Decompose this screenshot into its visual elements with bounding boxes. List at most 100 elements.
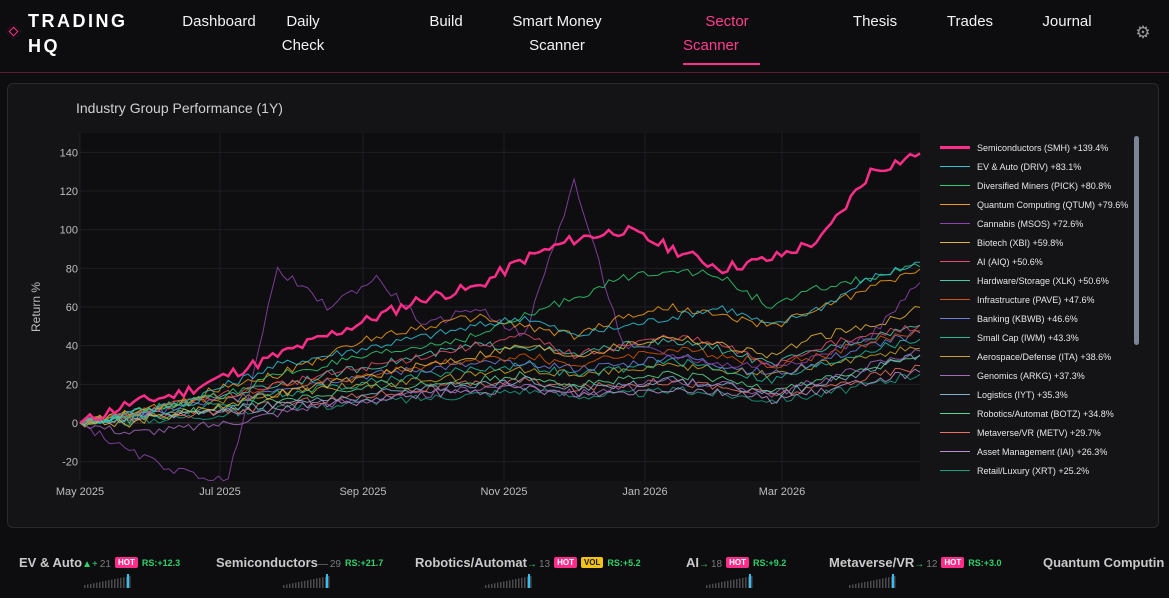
sparkline-bar [527, 576, 529, 588]
sparkline-bar [524, 577, 526, 588]
nav-build[interactable]: Build [425, 10, 467, 34]
sparkline-bar [709, 584, 711, 588]
ticker-item[interactable]: Semiconductors— 29 RS:+21.7 [216, 554, 383, 594]
legend-item[interactable]: Banking (KBWB) +46.6% [940, 309, 1078, 328]
sparkline-bar [319, 577, 321, 588]
sparkline-bar [888, 577, 890, 588]
legend-item[interactable]: EV & Auto (DRIV) +83.1% [940, 157, 1081, 176]
series-line[interactable] [79, 338, 921, 426]
sparkline-bar [891, 576, 893, 588]
sparkline-marker [892, 574, 894, 588]
ticker-item[interactable]: Quantum Computin [1043, 554, 1164, 594]
legend-item[interactable]: Retail/Luxury (XRT) +25.2% [940, 461, 1089, 480]
legend-swatch [940, 261, 970, 262]
y-tick-label: 0 [72, 418, 78, 430]
series-line[interactable] [79, 152, 921, 424]
nav-label: Check [281, 37, 325, 54]
sparkline [485, 574, 532, 588]
nav-sector-scanner[interactable]: Sector Scanner [680, 10, 772, 58]
series-line[interactable] [79, 261, 920, 426]
nav-trades[interactable]: Trades [942, 10, 998, 34]
y-tick-label: 100 [60, 225, 78, 237]
logo-line-2: HQ [28, 36, 60, 56]
trend-arrow-icon: ▲+ [82, 559, 98, 570]
nav-dashboard[interactable]: Dashboard [181, 10, 257, 34]
trend-arrow-icon: → [699, 559, 709, 570]
series-line[interactable] [79, 329, 921, 424]
y-tick-label: 140 [60, 147, 78, 159]
legend-label: Cannabis (MSOS) +72.6% [977, 218, 1084, 229]
legend-swatch [940, 451, 970, 452]
app-logo[interactable]: TRADING HQ [28, 9, 138, 59]
legend-swatch [940, 432, 970, 433]
sparkline-bar [87, 584, 89, 588]
series-line[interactable] [79, 364, 921, 424]
legend-swatch [940, 146, 970, 149]
x-tick-label: May 2025 [56, 486, 104, 498]
nav-thesis[interactable]: Thesis [848, 10, 902, 34]
series-line[interactable] [79, 349, 921, 436]
gear-icon[interactable]: ⚙ [1135, 23, 1151, 42]
legend-item[interactable]: Small Cap (IWM) +43.3% [940, 328, 1079, 347]
legend-label: Infrastructure (PAVE) +47.6% [977, 294, 1095, 305]
series-line[interactable] [79, 305, 921, 428]
ticker-item[interactable]: AI→ 18 HOT RS:+9.2 [686, 554, 786, 594]
legend-label: Semiconductors (SMH) +139.4% [977, 142, 1109, 153]
legend-scrollbar[interactable] [1134, 136, 1139, 345]
ticker-item[interactable]: EV & Auto▲+ 21 HOT RS:+12.3 [19, 554, 180, 594]
sparkline-bar [733, 579, 735, 588]
series-line[interactable] [79, 346, 921, 425]
ticker-item[interactable]: Robotics/Automat→ 13 HOT VOL RS:+5.2 [415, 554, 641, 594]
relative-strength: RS:+9.2 [753, 558, 787, 568]
ticker-item[interactable]: Metaverse/VR→ 12 HOT RS:+3.0 [829, 554, 1002, 594]
sparkline-bar [129, 576, 131, 588]
legend-label: Metaverse/VR (METV) +29.7% [977, 427, 1101, 438]
top-nav-bar: TRADING HQ Dashboard Daily Check Build S… [0, 0, 1169, 73]
chart-title: Industry Group Performance (1Y) [76, 100, 283, 116]
sparkline-bar [718, 582, 720, 588]
legend-item[interactable]: Hardware/Storage (XLK) +50.6% [940, 271, 1109, 290]
legend-item[interactable]: Robotics/Automat (BOTZ) +34.8% [940, 404, 1114, 423]
legend-swatch [940, 470, 970, 471]
sparkline-bar [96, 582, 98, 588]
series-line[interactable] [79, 263, 921, 424]
sparkline-bar [120, 577, 122, 588]
logo-line-1: TRADING [28, 11, 128, 31]
nav-label: Daily [286, 13, 320, 30]
legend-item[interactable]: Diversified Miners (PICK) +80.8% [940, 176, 1111, 195]
nav-journal[interactable]: Journal [1038, 10, 1096, 34]
legend-swatch [940, 337, 970, 338]
nav-smart-money-scanner[interactable]: Smart Money Scanner [509, 10, 605, 58]
series-line[interactable] [79, 353, 921, 424]
nav-label: Build [429, 13, 463, 30]
legend-item[interactable]: Aerospace/Defense (ITA) +38.6% [940, 347, 1111, 366]
legend-item[interactable]: Infrastructure (PAVE) +47.6% [940, 290, 1094, 309]
legend-item[interactable]: Cannabis (MSOS) +72.6% [940, 214, 1083, 233]
legend-swatch [940, 299, 970, 300]
y-tick-label: 20 [66, 379, 78, 391]
series-line[interactable] [79, 177, 921, 482]
series-line[interactable] [79, 324, 921, 424]
trend-arrow-icon: — [317, 559, 328, 570]
legend-item[interactable]: Biotech (XBI) +59.8% [940, 233, 1063, 252]
sparkline-bar [298, 582, 300, 588]
legend-item[interactable]: Quantum Computing (QTUM) +79.6% [940, 195, 1128, 214]
sparkline-bar [730, 580, 732, 588]
sparkline-bar [286, 584, 288, 588]
legend-item[interactable]: Logistics (IYT) +35.3% [940, 385, 1068, 404]
series-line[interactable] [79, 368, 921, 426]
sparkline-bar [885, 577, 887, 588]
sparkline [84, 574, 131, 588]
ticker-count: 21 [99, 559, 111, 570]
legend-item[interactable]: Asset Management (IAI) +26.3% [940, 442, 1107, 461]
sparkline [849, 574, 896, 588]
legend-item[interactable]: Genomics (ARKG) +37.3% [940, 366, 1085, 385]
legend-item[interactable]: Metaverse/VR (METV) +29.7% [940, 423, 1101, 442]
sparkline [283, 574, 330, 588]
legend-swatch [940, 318, 970, 319]
legend-item[interactable]: Semiconductors (SMH) +139.4% [940, 138, 1108, 157]
nav-daily-check[interactable]: Daily Check [280, 10, 326, 58]
sparkline [706, 574, 753, 588]
legend-item[interactable]: AI (AIQ) +50.6% [940, 252, 1043, 271]
